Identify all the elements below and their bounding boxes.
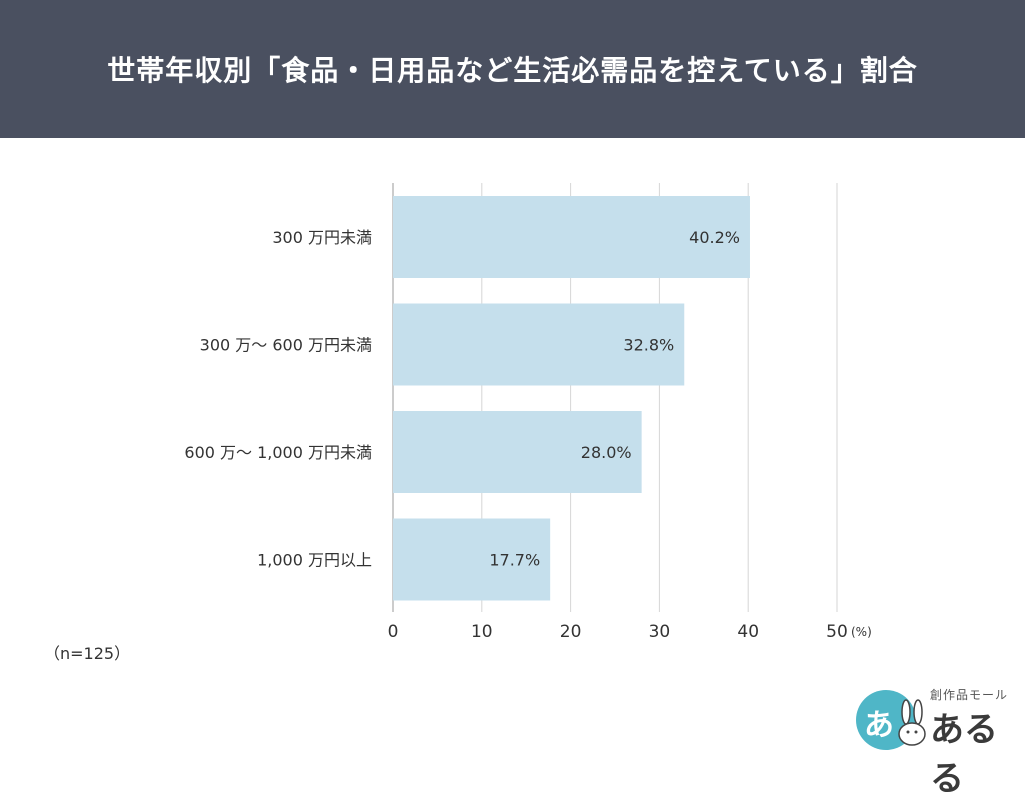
category-label: 300 万円未満 bbox=[272, 228, 372, 247]
bar bbox=[393, 303, 685, 386]
x-axis-unit: (%) bbox=[851, 625, 872, 639]
sample-size-note: （n=125） bbox=[44, 644, 131, 663]
x-tick-label: 0 bbox=[388, 622, 399, 642]
x-tick-label: 30 bbox=[649, 622, 671, 642]
logo-small-text: 創作品モール bbox=[930, 688, 1009, 702]
rabbit-icon bbox=[898, 699, 926, 746]
bar bbox=[393, 196, 750, 278]
data-label: 28.0% bbox=[581, 443, 632, 462]
chart-title: 世帯年収別「食品・日用品など生活必需品を控えている」割合 bbox=[107, 54, 918, 87]
logo-big-text: あるる bbox=[930, 710, 998, 799]
bar bbox=[393, 411, 642, 493]
data-label: 40.2% bbox=[689, 228, 740, 247]
x-tick-label: 20 bbox=[560, 622, 582, 642]
category-label: 1,000 万円以上 bbox=[257, 551, 372, 570]
title-banner: 世帯年収別「食品・日用品など生活必需品を控えている」割合 bbox=[0, 0, 1025, 138]
data-label: 32.8% bbox=[623, 336, 674, 355]
brand-logo: あ 創作品モール あるる bbox=[852, 686, 1017, 799]
x-tick-label: 50 bbox=[826, 622, 848, 642]
logo-circle-text: あ bbox=[864, 708, 894, 743]
data-label: 17.7% bbox=[489, 551, 540, 570]
x-tick-label: 10 bbox=[471, 622, 493, 642]
category-label: 300 万〜 600 万円未満 bbox=[200, 336, 372, 355]
x-tick-label: 40 bbox=[737, 622, 759, 642]
bar-chart: 40.2% 300 万円未満 32.8% 300 万〜 600 万円未満 28.0% 60… bbox=[184, 183, 872, 642]
bar bbox=[393, 518, 551, 601]
category-label: 600 万〜 1,000 万円未満 bbox=[184, 443, 372, 462]
